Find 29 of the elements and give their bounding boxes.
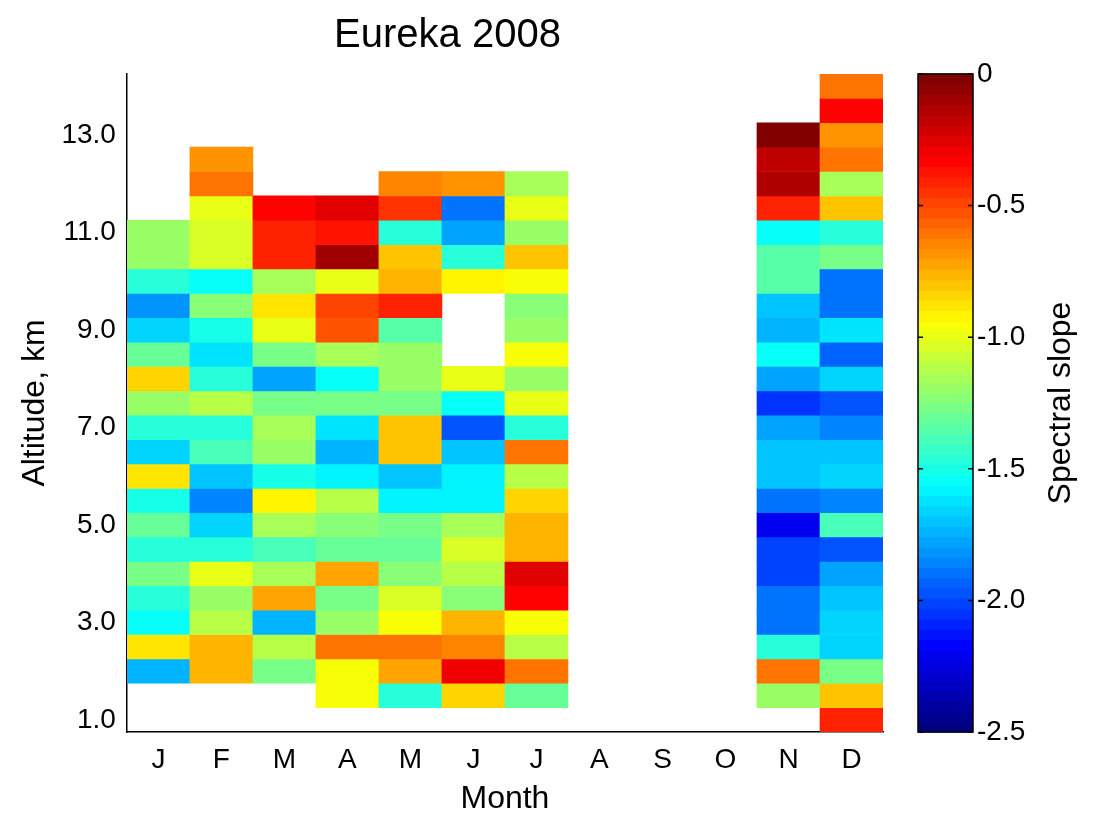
- y-tick-label: 3.0: [76, 605, 116, 637]
- x-tick-label: S: [653, 742, 672, 774]
- color-bar-title: Spectral slope: [1040, 301, 1077, 505]
- x-tick-label: O: [714, 742, 737, 774]
- y-tick-label: 7.0: [76, 410, 116, 442]
- x-tick-label: J: [466, 742, 481, 774]
- x-tick-label: A: [338, 742, 358, 774]
- color-bar-label: -1.5: [977, 451, 1026, 483]
- y-tick-label: 1.0: [76, 702, 116, 734]
- color-bar-label: -1.0: [977, 319, 1026, 351]
- x-tick-label: J: [529, 742, 544, 774]
- x-tick-label: A: [590, 742, 610, 774]
- x-tick-label: M: [272, 742, 297, 774]
- color-bar-label: -2.0: [977, 583, 1026, 615]
- y-tick-label: 5.0: [76, 507, 116, 539]
- x-axis-title: Month: [460, 778, 550, 815]
- x-tick-label: J: [151, 742, 166, 774]
- x-tick-label: N: [778, 742, 799, 774]
- x-tick-label: D: [841, 742, 862, 774]
- color-bar-label: -0.5: [977, 188, 1026, 220]
- y-tick-label: 11.0: [63, 215, 116, 247]
- x-tick-label: M: [398, 742, 423, 774]
- y-tick-label: 13.0: [61, 117, 116, 149]
- color-bar-label: 0: [977, 56, 993, 88]
- color-bar-label: -2.5: [977, 714, 1026, 746]
- y-tick-label: 9.0: [76, 312, 116, 344]
- chart-title: Eureka 2008: [334, 11, 561, 56]
- x-tick-label: F: [212, 742, 230, 774]
- y-axis-title: Altitude, km: [15, 319, 52, 487]
